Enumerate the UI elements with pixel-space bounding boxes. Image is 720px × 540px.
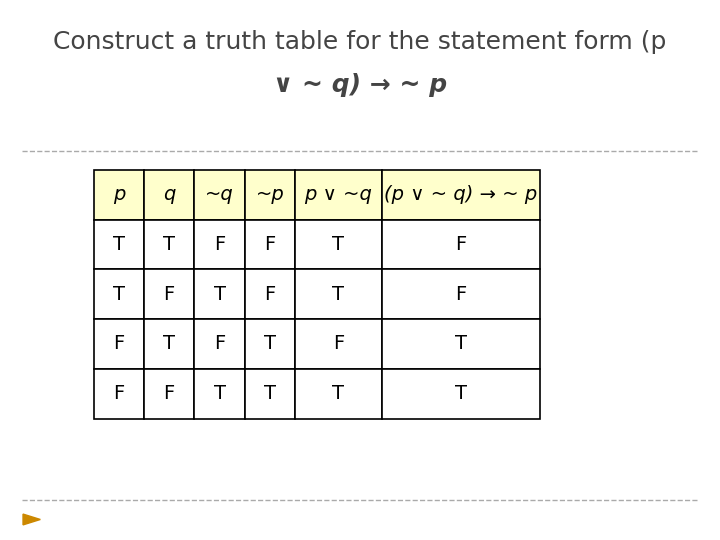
Bar <box>94 319 144 369</box>
Text: F: F <box>455 285 467 304</box>
Bar <box>295 319 382 369</box>
Text: ~p: ~p <box>256 185 284 205</box>
Bar <box>245 170 295 220</box>
Text: T: T <box>214 384 225 403</box>
Bar <box>94 170 144 220</box>
Text: T: T <box>113 285 125 304</box>
Text: T: T <box>264 334 276 354</box>
Text: T: T <box>333 384 344 403</box>
Text: T: T <box>163 235 175 254</box>
Bar <box>382 369 540 419</box>
Bar <box>194 319 245 369</box>
Text: q: q <box>163 185 176 205</box>
Bar <box>194 220 245 269</box>
Text: p: p <box>112 185 125 205</box>
Bar <box>94 220 144 269</box>
Text: ∨ ~ q) → ~ p: ∨ ~ q) → ~ p <box>273 73 447 97</box>
Text: F: F <box>333 334 344 354</box>
Bar <box>382 319 540 369</box>
Text: T: T <box>333 285 344 304</box>
Text: T: T <box>264 384 276 403</box>
Bar <box>245 269 295 319</box>
Bar <box>144 319 194 369</box>
Bar <box>194 369 245 419</box>
Text: T: T <box>455 334 467 354</box>
Bar <box>144 170 194 220</box>
Bar <box>295 170 382 220</box>
Polygon shape <box>23 514 40 525</box>
Bar <box>382 220 540 269</box>
Bar <box>382 269 540 319</box>
Bar <box>382 170 540 220</box>
Text: F: F <box>455 235 467 254</box>
Text: F: F <box>113 384 125 403</box>
Text: T: T <box>163 334 175 354</box>
Text: F: F <box>264 285 276 304</box>
Bar <box>295 220 382 269</box>
Text: F: F <box>214 334 225 354</box>
Bar <box>194 170 245 220</box>
Bar <box>295 269 382 319</box>
Text: p ∨ ~q: p ∨ ~q <box>305 185 372 205</box>
Text: F: F <box>163 384 175 403</box>
Text: T: T <box>214 285 225 304</box>
Text: T: T <box>113 235 125 254</box>
Bar <box>194 269 245 319</box>
Text: Construct a truth table for the statement form (p: Construct a truth table for the statemen… <box>53 30 667 53</box>
Text: T: T <box>333 235 344 254</box>
Text: (p ∨ ~ q) → ~ p: (p ∨ ~ q) → ~ p <box>384 185 537 205</box>
Bar <box>144 269 194 319</box>
Bar <box>245 369 295 419</box>
Bar <box>295 369 382 419</box>
Bar <box>144 369 194 419</box>
Bar <box>245 220 295 269</box>
Text: F: F <box>214 235 225 254</box>
Text: T: T <box>455 384 467 403</box>
Text: F: F <box>264 235 276 254</box>
Bar <box>94 269 144 319</box>
Bar <box>94 369 144 419</box>
Bar <box>144 220 194 269</box>
Text: ~q: ~q <box>205 185 234 205</box>
Text: F: F <box>163 285 175 304</box>
Bar <box>245 319 295 369</box>
Text: F: F <box>113 334 125 354</box>
